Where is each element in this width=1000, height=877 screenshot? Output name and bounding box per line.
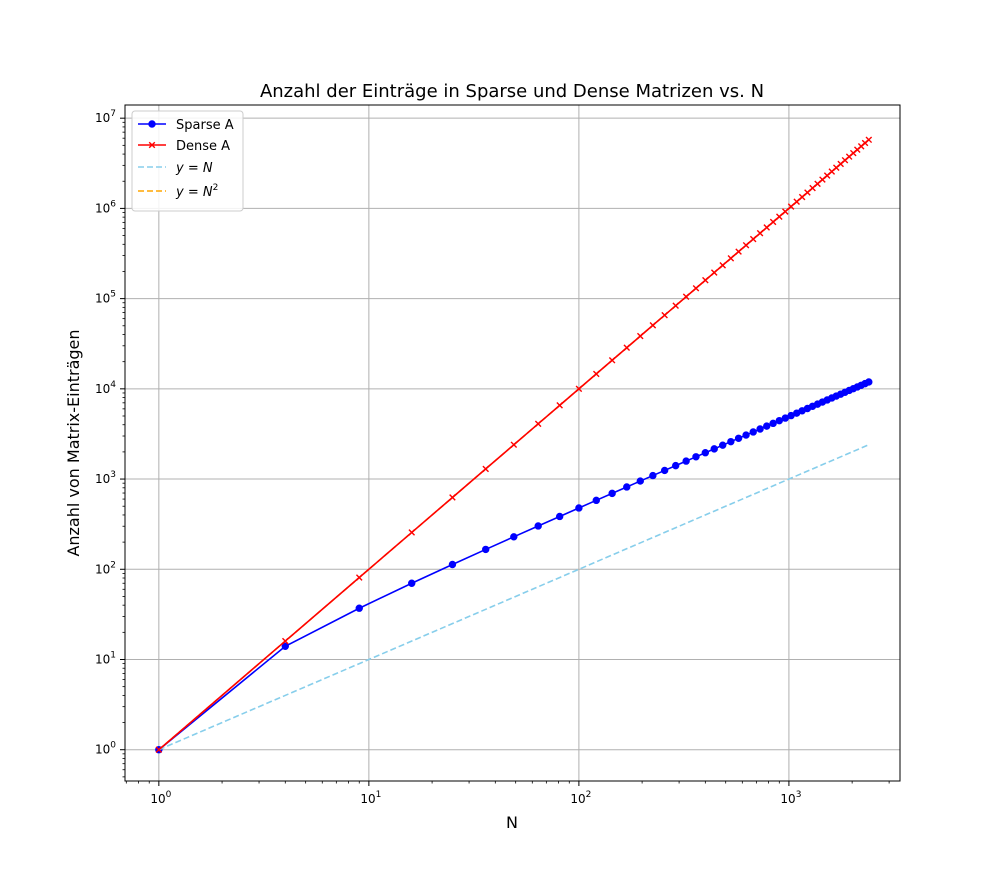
data-point	[798, 193, 806, 201]
data-point	[793, 198, 800, 206]
data-point	[781, 208, 789, 215]
data-point	[534, 420, 542, 428]
data-point	[719, 441, 727, 449]
plot-series	[155, 136, 873, 754]
data-point	[787, 203, 795, 210]
data-point	[865, 136, 873, 144]
legend-marker	[148, 120, 156, 128]
data-point	[608, 356, 616, 364]
axis-ticks: 100 101 102 103 100 101 102 103 104 105 106 107	[95, 109, 890, 806]
data-point	[449, 494, 456, 501]
data-point	[661, 311, 668, 319]
x-tick-label: 103	[780, 790, 801, 806]
data-point	[865, 378, 873, 386]
data-point	[555, 512, 564, 521]
y-equals-n-series	[158, 444, 870, 751]
data-point	[608, 489, 616, 498]
data-point	[592, 496, 600, 505]
data-point	[756, 229, 764, 237]
data-point	[649, 321, 657, 329]
data-point	[660, 466, 669, 475]
data-point	[702, 276, 709, 284]
data-point	[510, 533, 518, 541]
data-point	[355, 604, 363, 612]
y-tick-label: 101	[95, 650, 116, 666]
data-point	[701, 449, 710, 457]
data-point	[482, 545, 490, 554]
data-point	[575, 504, 583, 512]
data-point	[575, 385, 583, 393]
legend: Sparse A Dense A y = N y = N2	[131, 110, 244, 212]
data-point	[763, 422, 771, 430]
data-point	[649, 471, 657, 480]
data-point	[710, 445, 718, 453]
dense-a-series	[155, 136, 873, 754]
data-point	[636, 477, 644, 485]
data-point	[756, 425, 764, 433]
chart-title: Anzahl der Einträge in Sparse und Dense …	[260, 81, 764, 102]
plot-frame	[124, 104, 901, 782]
data-point	[408, 579, 416, 587]
data-point	[592, 370, 600, 378]
data-point	[719, 261, 727, 269]
data-point	[727, 437, 735, 446]
legend-box	[131, 110, 244, 212]
data-point	[763, 224, 771, 231]
data-point	[510, 441, 518, 449]
x-tick-label: 101	[360, 790, 381, 806]
data-point	[281, 642, 289, 651]
legend-label: y = N	[175, 161, 213, 176]
y-tick-label: 103	[95, 470, 116, 486]
sparse-a-series	[155, 378, 873, 754]
data-point	[672, 302, 679, 309]
data-point	[556, 402, 563, 409]
y-tick-label: 100	[95, 741, 116, 757]
data-point	[623, 344, 631, 352]
data-point	[749, 235, 757, 243]
data-point	[769, 218, 777, 226]
y-axis-label: Anzahl von Matrix-Einträgen	[64, 329, 83, 556]
data-point	[448, 560, 457, 569]
data-point	[534, 522, 542, 530]
x-axis-label: N	[506, 813, 518, 832]
data-point	[671, 461, 680, 470]
grid-lines	[125, 105, 900, 781]
data-point	[623, 483, 631, 491]
data-point	[636, 332, 644, 340]
legend-label: Dense A	[176, 139, 230, 154]
data-point	[735, 248, 742, 255]
data-point	[408, 529, 416, 536]
data-point	[775, 416, 784, 425]
y-tick-label: 105	[95, 290, 116, 306]
data-point	[742, 431, 750, 439]
data-point	[682, 457, 690, 465]
data-point	[804, 189, 811, 196]
data-point	[749, 428, 757, 436]
legend-label: Sparse A	[176, 118, 234, 133]
data-point	[682, 293, 690, 301]
data-point	[482, 465, 489, 473]
x-tick-label: 100	[150, 790, 171, 806]
y-tick-label: 102	[95, 560, 116, 576]
data-point	[155, 746, 163, 754]
series-line	[158, 444, 870, 751]
data-point	[776, 213, 783, 220]
y-tick-label: 107	[95, 109, 116, 125]
y-tick-label: 106	[95, 199, 116, 215]
data-point	[734, 434, 743, 442]
data-point	[769, 419, 777, 428]
x-tick-label: 102	[570, 790, 591, 806]
data-point	[710, 269, 718, 276]
data-point	[692, 453, 700, 461]
data-point	[281, 637, 289, 645]
y-tick-label: 104	[95, 380, 116, 396]
data-point	[727, 255, 735, 262]
data-point	[355, 574, 363, 581]
data-point	[692, 284, 700, 292]
legend-label: y = N2	[175, 183, 218, 200]
legend-marker	[148, 141, 156, 149]
data-point	[742, 241, 750, 249]
